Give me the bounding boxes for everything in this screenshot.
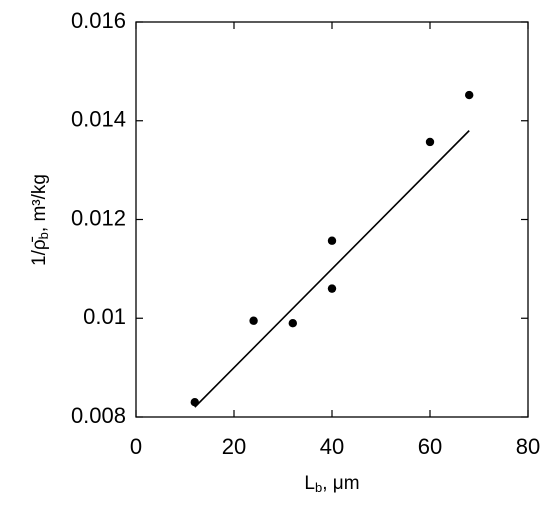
y-tick-label: 0.012 (71, 205, 126, 230)
x-tick-label: 40 (320, 434, 344, 459)
y-label-unit: , m³/kg (29, 174, 50, 232)
y-tick-label: 0.016 (71, 8, 126, 33)
y-label-sub: b (36, 232, 51, 239)
data-point (190, 397, 199, 407)
data-point (465, 90, 474, 100)
x-tick-label: 60 (418, 434, 442, 459)
fit-line (194, 130, 470, 408)
y-tick-label: 0.01 (83, 304, 126, 329)
data-point (327, 236, 337, 245)
y-tick-label: 0.008 (71, 403, 126, 428)
y-tick-label: 0.014 (71, 107, 126, 132)
data-point (425, 137, 435, 147)
y-axis-label: 1/ρ̄b, m³/kg (29, 174, 51, 266)
x-label-unit: , μm (322, 473, 359, 494)
x-label-main: L (304, 473, 315, 494)
x-tick-label: 20 (222, 434, 246, 459)
x-tick-label: 0 (130, 434, 142, 459)
data-point (288, 318, 297, 328)
y-label-main: 1/ρ̄ (29, 236, 50, 266)
plot-frame (135, 21, 529, 418)
data-point (249, 316, 258, 325)
data-point (327, 284, 337, 293)
x-label-sub: b (315, 480, 322, 495)
x-tick-label: 80 (516, 434, 540, 459)
x-axis-label: Lb, μm (304, 473, 359, 495)
